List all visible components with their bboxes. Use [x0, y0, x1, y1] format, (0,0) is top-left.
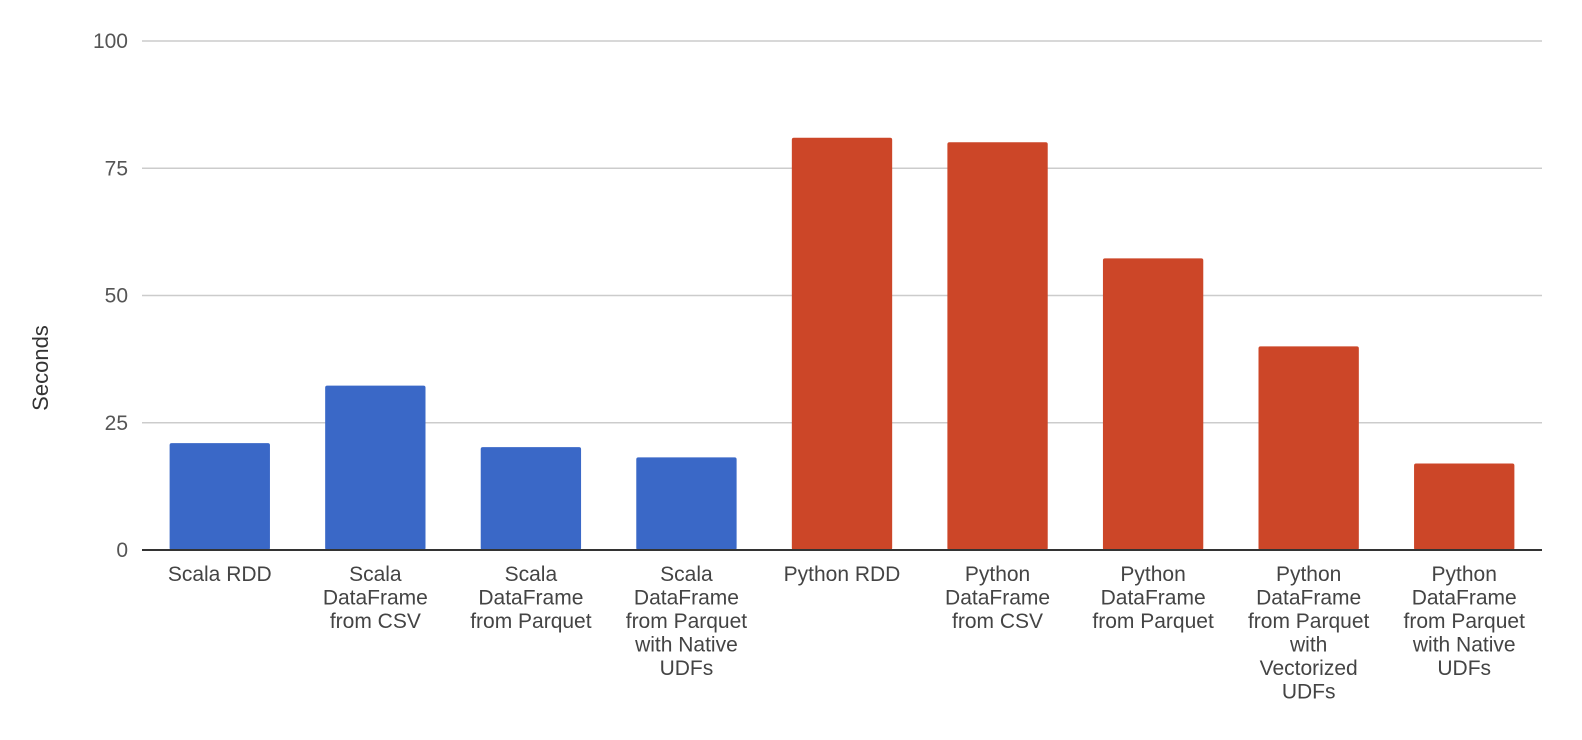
x-tick-label-line: from Parquet [626, 610, 748, 633]
x-tick-label-line: Vectorized [1260, 657, 1358, 680]
bar [169, 443, 270, 550]
bar [791, 137, 893, 550]
x-tick-label-line: UDFs [660, 657, 714, 680]
x-tick-label: Scala DataFrame from CSV [323, 563, 428, 633]
y-axis-title: Seconds [28, 325, 53, 411]
x-tick-label-line: DataFrame [1412, 587, 1517, 610]
x-tick-label-line: from Parquet [1404, 610, 1526, 633]
x-tick-label-line: from CSV [952, 610, 1043, 633]
bar [1102, 258, 1204, 550]
x-tick-label-line: Python [1276, 563, 1341, 586]
y-tick-label: 100 [93, 30, 128, 53]
x-tick-label-line: with [1289, 634, 1327, 657]
y-tick-label: 50 [105, 285, 128, 308]
y-axis-ticks: 0 25 50 75 100 [93, 30, 128, 562]
y-tick-label: 0 [116, 539, 128, 562]
bar [1414, 463, 1515, 550]
x-tick-label-line: Scala [349, 563, 402, 586]
x-tick-label-line: Scala RDD [168, 563, 272, 586]
x-tick-label-line: from Parquet [470, 610, 592, 633]
x-tick-label: Python RDD [784, 563, 901, 586]
x-tick-label-line: UDFs [1437, 657, 1491, 680]
x-tick-label-line: DataFrame [1256, 587, 1361, 610]
x-tick-label: Python DataFrame from Parquet with Native UD… [1404, 563, 1526, 680]
bar [480, 447, 582, 550]
bar [636, 457, 737, 550]
x-tick-label-line: DataFrame [1101, 587, 1206, 610]
x-tick-label-line: from Parquet [1092, 610, 1214, 633]
x-tick-label-line: Python [1432, 563, 1497, 586]
x-tick-label-line: Python RDD [784, 563, 901, 586]
x-tick-label: Scala RDD [168, 563, 272, 586]
x-tick-label-line: DataFrame [945, 587, 1050, 610]
x-tick-label-line: Scala [505, 563, 558, 586]
bars [169, 137, 1515, 550]
bar [325, 385, 426, 550]
y-tick-label: 75 [105, 157, 128, 180]
x-tick-label-line: with Native [634, 634, 738, 657]
x-tick-label-line: DataFrame [478, 587, 583, 610]
x-tick-label-line: UDFs [1282, 681, 1336, 704]
y-tick-label: 25 [105, 412, 128, 435]
x-tick-label-line: DataFrame [634, 587, 739, 610]
x-tick-label-line: Python [1120, 563, 1185, 586]
x-tick-label: Python DataFrame from CSV [945, 563, 1050, 633]
x-tick-label-line: with Native [1412, 634, 1516, 657]
bar [947, 142, 1048, 550]
x-tick-label: Python DataFrame from Parquet with Vectorize… [1248, 563, 1370, 704]
x-tick-label-line: Scala [660, 563, 713, 586]
x-tick-label-line: from Parquet [1248, 610, 1370, 633]
x-tick-label: Python DataFrame from Parquet [1092, 563, 1214, 633]
bar [1258, 346, 1359, 550]
x-tick-label-line: from CSV [330, 610, 421, 633]
x-tick-label: Scala DataFrame from Parquet with Native UDF… [626, 563, 748, 680]
x-tick-label-line: Python [965, 563, 1030, 586]
x-tick-label: Scala DataFrame from Parquet [470, 563, 592, 633]
x-tick-label-line: DataFrame [323, 587, 428, 610]
